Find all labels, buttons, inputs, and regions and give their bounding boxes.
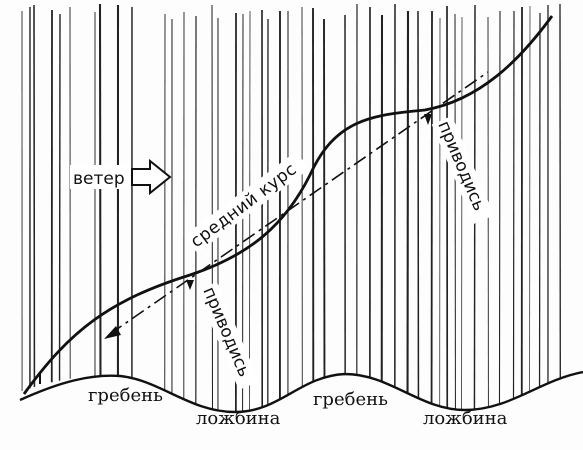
wind-hatch-line — [211, 4, 214, 421]
average-course-label: средний курс — [187, 159, 301, 252]
luff-label-2-bg — [431, 115, 495, 224]
wind-arrow-icon — [131, 158, 172, 196]
luff-label-1-bg — [196, 281, 260, 390]
luff-marker-2-icon — [424, 114, 432, 125]
average-course-arrowhead — [104, 326, 121, 339]
wave-label-trough-2: ложбина — [423, 408, 508, 429]
wind-label: ветер — [73, 169, 125, 189]
wave-profile — [19, 370, 583, 414]
luff-marker-1-icon — [186, 280, 194, 290]
luff-label-2-group: приводись — [431, 115, 495, 224]
average-course-label-bg — [184, 151, 310, 254]
wind-hatch-line — [323, 18, 326, 421]
wind-hatch-line — [498, 10, 501, 421]
wind-hatch-line — [98, 3, 102, 421]
wave-area-mask — [0, 372, 583, 450]
average-course-label-group: средний курс — [184, 151, 310, 254]
wind-label-bg — [70, 165, 130, 189]
wind-hatch-line — [58, 13, 61, 421]
boat-track-curve — [22, 15, 554, 395]
wave-label-crest-2: гребень — [313, 389, 388, 410]
wind-hatching — [21, 3, 561, 421]
wave-label-crest-1: гребень — [88, 385, 163, 406]
wave-label-trough-1: ложбина — [196, 408, 281, 429]
luff-label-2: приводись — [433, 118, 489, 214]
wind-hatch-line — [512, 10, 515, 421]
luff-label-1: приводись — [198, 284, 254, 380]
